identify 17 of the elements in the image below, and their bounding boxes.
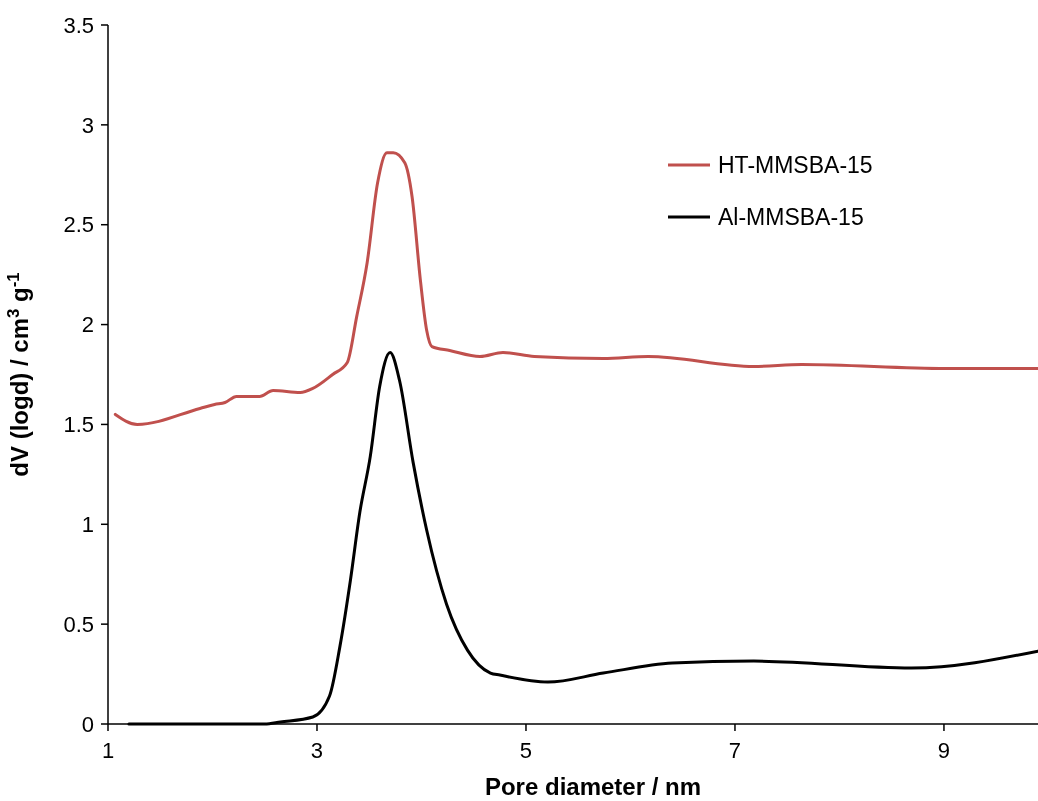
legend-label: HT-MMSBA-15 xyxy=(718,152,873,179)
line-series xyxy=(113,151,1038,426)
x-tick-label: 7 xyxy=(728,738,742,763)
x-tick-label: 9 xyxy=(937,738,951,763)
y-tick-label: 3 xyxy=(81,112,94,138)
x-tick-label: 5 xyxy=(519,738,533,763)
y-tick-label: 0.5 xyxy=(63,611,94,637)
y-tick-label: 3.5 xyxy=(63,12,94,38)
legend-label: Al-MMSBA-15 xyxy=(718,204,864,231)
x-axis-title: Pore diameter / nm xyxy=(484,773,702,800)
y-tick-label: 0 xyxy=(81,711,94,737)
y-tick-label: 1 xyxy=(81,511,94,537)
y-tick-label: 2.5 xyxy=(63,212,94,238)
y-tick-label: 2 xyxy=(81,312,94,338)
x-tick-label: 3 xyxy=(310,738,324,763)
x-tick-label: 1 xyxy=(101,738,115,763)
y-tick-label: 1.5 xyxy=(63,412,94,438)
